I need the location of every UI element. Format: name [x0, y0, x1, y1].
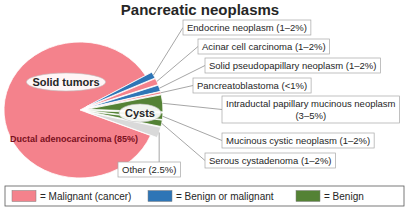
slices: [4, 42, 163, 178]
category-label: Mucinous cystic neoplasm (1–2%): [226, 135, 370, 146]
chart-svg: Pancreatic neoplasmsSolid tumorsCystsDuc…: [0, 0, 409, 210]
label-box: Serous cystadenoma (1–2%): [205, 153, 336, 168]
label-frame: [222, 96, 400, 123]
label-frame: [205, 58, 380, 73]
legend-frame: [5, 186, 404, 206]
label-box: Mucinous cystic neoplasm (1–2%): [222, 133, 374, 148]
group-label: Solid tumors: [26, 73, 105, 91]
category-label: Endocrine neoplasm (1–2%): [187, 22, 307, 33]
category-label: Other (2.5%): [122, 164, 176, 175]
leader-line: [153, 28, 183, 76]
leader-line: [162, 123, 205, 160]
label-frame: [205, 153, 336, 168]
legend-label: = Benign: [324, 191, 364, 202]
legend: = Malignant (cancer) = Benign or malignan…: [5, 186, 404, 206]
leader-line: [163, 103, 222, 109]
label-line: Intraductal papillary mucinous neoplasm: [226, 98, 396, 109]
group-label-bubble: [119, 104, 161, 122]
label-box: Pancreatoblastoma (<1%): [193, 78, 311, 93]
category-label: Pancreatoblastoma (<1%): [197, 80, 307, 91]
label-box: Other (2.5%): [118, 162, 180, 177]
legend-swatch: [12, 191, 36, 202]
category-label: Acinar cell carcinoma (1–2%): [202, 41, 326, 52]
group-label-text: Cysts: [125, 107, 155, 119]
label-frame: [222, 133, 374, 148]
category-label: Solid pseudopapillary neoplasm (1–2%): [209, 60, 376, 71]
labels: Ductal adenocarcinoma (85%) Endocrine neo…: [10, 20, 400, 177]
label-box: Solid pseudopapillary neoplasm (1–2%): [205, 58, 380, 73]
legend-swatch: [296, 191, 320, 202]
category-label: Serous cystadenoma (1–2%): [209, 155, 332, 166]
label-frame: [183, 20, 311, 35]
label-box: Endocrine neoplasm (1–2%): [183, 20, 311, 35]
label-frame: [198, 39, 330, 54]
legend-swatch: [148, 191, 172, 202]
leader-line: [161, 86, 193, 93]
label-frame: [118, 162, 180, 177]
group-label-text: Solid tumors: [32, 76, 99, 88]
legend-label: = Malignant (cancer): [40, 191, 131, 202]
label-frame: [193, 78, 311, 93]
category-label: Ductal adenocarcinoma (85%): [10, 134, 138, 144]
category-label: Intraductal papillary mucinous neoplasm(…: [226, 98, 396, 121]
leader-line: [159, 133, 160, 162]
label-line: (3–5%): [295, 110, 326, 121]
leader-line: [157, 47, 198, 82]
title: Pancreatic neoplasms: [121, 1, 279, 18]
group-label: Cysts: [119, 104, 161, 122]
leader-line: [163, 116, 222, 140]
legend-label: = Benign or malignant: [176, 191, 274, 202]
chart: Pancreatic neoplasmsSolid tumorsCystsDuc…: [0, 0, 409, 210]
label-box: Acinar cell carcinoma (1–2%): [198, 39, 330, 54]
group-label-bubble: [26, 73, 105, 91]
label-box: Intraductal papillary mucinous neoplasm(…: [222, 96, 400, 123]
